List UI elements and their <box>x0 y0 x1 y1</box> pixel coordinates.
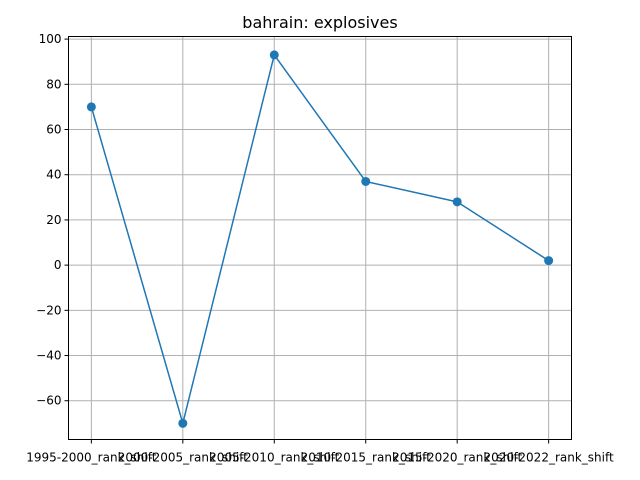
data-point <box>178 418 188 428</box>
x-tick-label: 2015-2020_rank_shift <box>392 451 522 465</box>
series-line <box>90 54 550 425</box>
x-tick-label: 2000-2005_rank_shift <box>118 451 248 465</box>
x-tick-label: 2005-2010_rank_shift <box>209 451 339 465</box>
data-point <box>86 102 96 112</box>
x-tick-label: 1995-2000_rank_shift <box>26 451 156 465</box>
axis-ticks: 1995-2000_rank_shift2000-2005_rank_shift… <box>26 32 614 464</box>
y-tick-label: −60 <box>36 394 61 408</box>
y-tick-label: 60 <box>46 123 61 137</box>
y-tick-label: −20 <box>36 303 61 317</box>
data-point <box>452 197 462 207</box>
data-point <box>361 176 371 186</box>
plot-area-frame <box>68 36 572 440</box>
y-tick-label: 80 <box>46 77 61 91</box>
x-tick-label: 2020-2022_rank_shift <box>484 451 614 465</box>
data-point <box>544 256 554 266</box>
y-tick-label: 0 <box>54 258 62 272</box>
y-tick-label: −40 <box>36 349 61 363</box>
y-tick-label: 100 <box>39 32 62 46</box>
grid <box>68 36 572 440</box>
series <box>86 50 554 428</box>
data-point <box>269 50 279 60</box>
y-tick-label: 40 <box>46 168 61 182</box>
chart-title: bahrain: explosives <box>242 13 397 32</box>
y-tick-label: 20 <box>46 213 61 227</box>
x-tick-label: 2010-2015_rank_shift <box>301 451 431 465</box>
